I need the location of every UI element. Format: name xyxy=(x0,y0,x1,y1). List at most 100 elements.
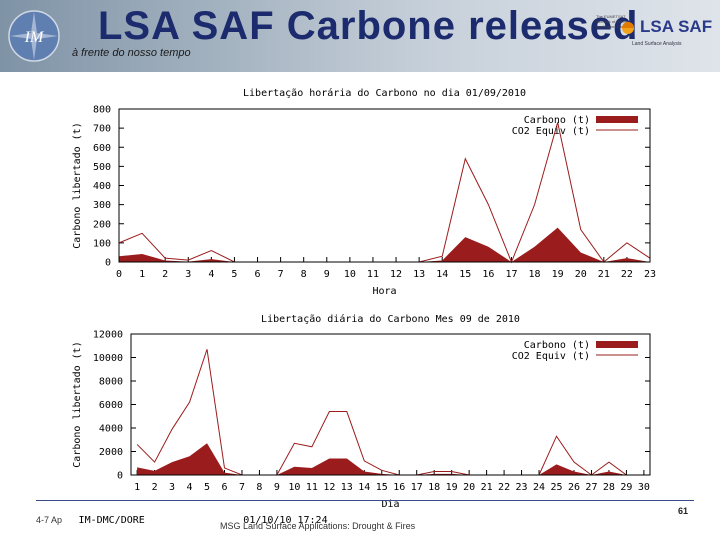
daily-ytick-label: 2000 xyxy=(99,447,123,458)
daily-xtick-label: 7 xyxy=(239,482,245,493)
hourly-chart-title: Libertação horária do Carbono no dia 01/… xyxy=(243,87,526,99)
hourly-legend-carbono-swatch xyxy=(596,116,638,123)
hourly-xtick-label: 10 xyxy=(344,269,356,280)
lsa-saf-logo-icon xyxy=(622,22,634,34)
daily-xtick-label: 19 xyxy=(446,482,458,493)
hourly-plot-frame xyxy=(118,108,651,263)
hourly-xtick-label: 2 xyxy=(162,269,168,280)
hourly-xtick-label: 18 xyxy=(529,269,541,280)
hourly-ylabel: Carbono libertado (t) xyxy=(72,122,83,248)
daily-legend-co2: CO2 Equiv (t) xyxy=(512,351,590,362)
hourly-chart: Libertação horária do Carbono no dia 01/… xyxy=(64,82,664,302)
daily-xtick-label: 14 xyxy=(358,482,370,493)
hourly-ytick-label: 700 xyxy=(93,124,111,135)
hourly-ytick-label: 600 xyxy=(93,143,111,154)
daily-xtick-label: 21 xyxy=(481,482,493,493)
daily-legend-carbono: Carbono (t) xyxy=(524,340,590,351)
daily-xtick-label: 5 xyxy=(204,482,210,493)
hourly-legend-carbono: Carbono (t) xyxy=(524,115,590,126)
hourly-xtick-label: 1 xyxy=(139,269,145,280)
daily-xtick-label: 24 xyxy=(533,482,545,493)
hourly-xtick-label: 23 xyxy=(644,269,656,280)
hourly-chart-svg: Libertação horária do Carbono no dia 01/… xyxy=(72,87,656,297)
page-title: LSA SAF Carbone released xyxy=(98,4,639,48)
footer-divider xyxy=(36,500,694,501)
daily-ytick-label: 4000 xyxy=(99,424,123,435)
daily-xtick-label: 16 xyxy=(393,482,405,493)
hourly-ytick-label: 500 xyxy=(93,162,111,173)
hourly-xtick-label: 11 xyxy=(367,269,379,280)
daily-xtick-label: 28 xyxy=(603,482,615,493)
hourly-xtick-label: 9 xyxy=(324,269,330,280)
hourly-xtick-label: 3 xyxy=(185,269,191,280)
im-logo-text: IM xyxy=(24,29,45,46)
daily-xtick-label: 26 xyxy=(568,482,580,493)
daily-xtick-label: 22 xyxy=(498,482,510,493)
hourly-xtick-label: 12 xyxy=(390,269,402,280)
daily-ytick-label: 0 xyxy=(117,471,123,482)
hourly-ytick-label: 100 xyxy=(93,238,111,249)
daily-xlabel: Dia xyxy=(381,499,399,510)
lsa-saf-network-text: The EUMETSAT Network of Satellite Applic… xyxy=(596,14,633,29)
daily-xtick-label: 9 xyxy=(274,482,280,493)
hourly-xtick-label: 17 xyxy=(505,269,517,280)
daily-xtick-label: 18 xyxy=(428,482,440,493)
page-subtitle: à frente do nosso tempo xyxy=(72,47,191,59)
daily-ytick-label: 8000 xyxy=(99,377,123,388)
daily-chart: Libertação diária do Carbono Mes 09 de 2… xyxy=(64,308,664,514)
hourly-xtick-label: 5 xyxy=(231,269,237,280)
daily-xtick-label: 25 xyxy=(550,482,562,493)
hourly-xtick-label: 19 xyxy=(552,269,564,280)
lsa-saf-logo-subtext: Land Surface Analysis xyxy=(632,41,682,47)
hourly-xtick-label: 0 xyxy=(116,269,122,280)
hourly-xtick-label: 6 xyxy=(255,269,261,280)
hourly-ytick-label: 800 xyxy=(93,105,111,116)
hourly-xtick-label: 20 xyxy=(575,269,587,280)
daily-xtick-label: 20 xyxy=(463,482,475,493)
hourly-xtick-label: 13 xyxy=(413,269,425,280)
daily-xtick-label: 30 xyxy=(638,482,650,493)
hourly-ytick-label: 0 xyxy=(105,258,111,269)
daily-xtick-label: 2 xyxy=(152,482,158,493)
hourly-ytick-label: 200 xyxy=(93,219,111,230)
footer-timestamp: 01/10/10 17:24 xyxy=(243,515,328,526)
daily-xtick-label: 4 xyxy=(187,482,193,493)
hourly-xtick-label: 7 xyxy=(278,269,284,280)
hourly-legend-co2: CO2 Equiv (t) xyxy=(512,126,590,137)
hourly-series-co2-line xyxy=(118,122,651,264)
daily-xtick-label: 3 xyxy=(169,482,175,493)
daily-xtick-label: 27 xyxy=(585,482,597,493)
daily-ylabel: Carbono libertado (t) xyxy=(72,341,83,467)
daily-xtick-label: 13 xyxy=(341,482,353,493)
daily-xtick-label: 17 xyxy=(411,482,423,493)
daily-chart-title: Libertação diária do Carbono Mes 09 de 2… xyxy=(261,313,520,325)
hourly-xtick-label: 22 xyxy=(621,269,633,280)
hourly-xtick-label: 16 xyxy=(482,269,494,280)
hourly-xtick-label: 8 xyxy=(301,269,307,280)
daily-xtick-label: 8 xyxy=(256,482,262,493)
im-logo-icon: IM xyxy=(8,10,60,62)
daily-xtick-label: 23 xyxy=(516,482,528,493)
lsa-saf-logo-text: LSA SAF xyxy=(640,17,713,36)
hourly-ytick-label: 400 xyxy=(93,181,111,192)
daily-xtick-label: 1 xyxy=(134,482,140,493)
footer-author: IM-DMC/DORE xyxy=(78,515,145,526)
daily-series-carbono-area xyxy=(137,443,644,475)
daily-ytick-label: 12000 xyxy=(93,330,123,341)
daily-xtick-label: 6 xyxy=(221,482,227,493)
hourly-xtick-label: 21 xyxy=(598,269,610,280)
footer-left: 4-7 Ap IM-DMC/DORE 01/10/10 17:24 xyxy=(36,515,328,526)
daily-xtick-label: 29 xyxy=(620,482,632,493)
daily-plot-frame xyxy=(130,333,651,476)
hourly-xtick-label: 14 xyxy=(436,269,448,280)
daily-ytick-label: 10000 xyxy=(93,353,123,364)
hourly-xtick-label: 4 xyxy=(208,269,214,280)
header-banner xyxy=(0,0,720,72)
daily-legend-carbono-swatch xyxy=(596,341,638,348)
footer-caption: MSG Land Surface Applications: Drought &… xyxy=(220,521,416,531)
daily-ytick-label: 6000 xyxy=(99,400,123,411)
hourly-xlabel: Hora xyxy=(372,286,396,297)
daily-xtick-label: 15 xyxy=(376,482,388,493)
daily-xtick-label: 11 xyxy=(306,482,318,493)
daily-xtick-label: 10 xyxy=(288,482,300,493)
